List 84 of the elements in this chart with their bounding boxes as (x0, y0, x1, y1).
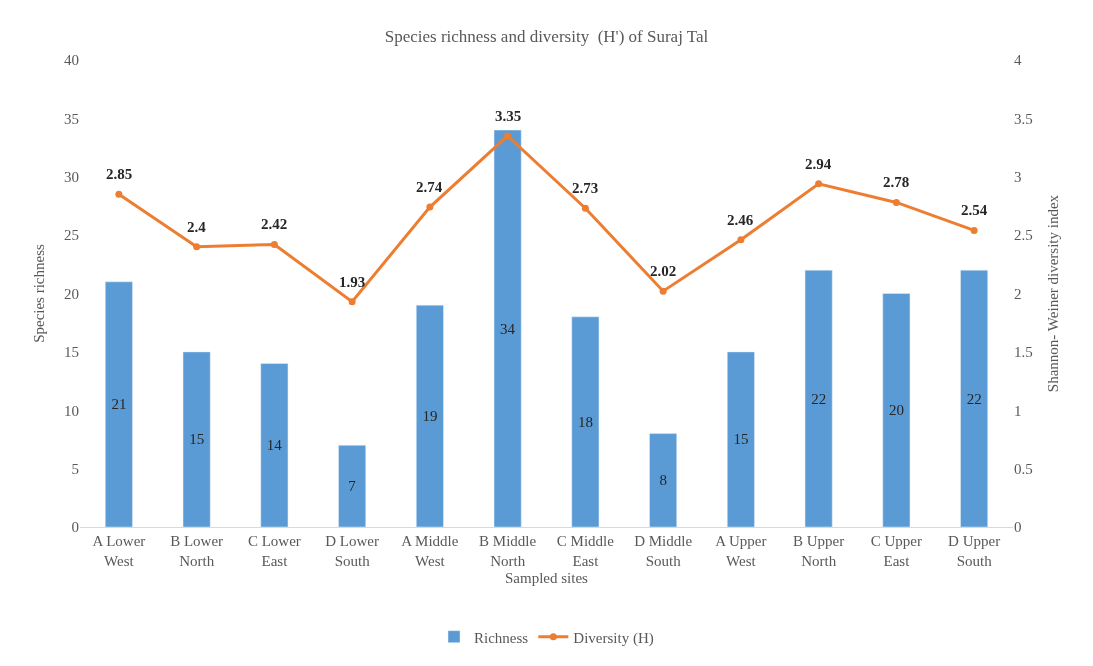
y-tick-label: 0 (71, 519, 79, 536)
data-label: 2.54 (961, 202, 988, 218)
x-tick-label: C Upper East (870, 533, 923, 569)
bar (182, 351, 211, 527)
y-tick-label: 10 (64, 402, 79, 419)
point (348, 298, 356, 306)
x-tick-label: D Lower South (325, 533, 379, 569)
data-label: 19 (422, 408, 438, 425)
data-label: 7 (348, 478, 357, 495)
legend-label: Richness (474, 629, 529, 646)
y-tick-label: 5 (71, 460, 79, 477)
point (659, 287, 667, 295)
point (737, 236, 745, 244)
point (115, 190, 123, 198)
bar (338, 445, 366, 527)
bar (882, 293, 911, 527)
data-label: 3.35 (495, 108, 522, 124)
x-tick-label: A Middle West (401, 533, 459, 569)
data-label: 2.42 (261, 216, 288, 232)
data-label: 2.74 (416, 179, 443, 195)
point (970, 226, 978, 234)
data-label: 20 (888, 402, 904, 419)
y-tick-label: 35 (64, 110, 79, 127)
bar (105, 281, 133, 527)
bar (804, 269, 833, 527)
data-label: 2.85 (106, 166, 133, 182)
y2-tick-label: 2.5 (1014, 227, 1033, 244)
data-label: 15 (189, 431, 205, 448)
data-label: 2.46 (727, 212, 754, 228)
data-label: 2.94 (805, 156, 832, 172)
data-label: 1.93 (339, 274, 366, 290)
x-tick-label: A Lower West (92, 533, 146, 569)
x-tick-label: B Upper North (793, 533, 845, 569)
y2-tick-label: 0.5 (1014, 460, 1033, 477)
x-axis-title: Sampled sites (505, 569, 589, 586)
bar (416, 304, 444, 527)
bar (649, 433, 677, 527)
legend-label: Diversity (H) (573, 629, 654, 647)
y-tick-label: 25 (64, 227, 79, 244)
y-tick-label: 30 (64, 169, 79, 185)
y-tick-label: 15 (64, 344, 79, 361)
x-tick-label: B Middle North (479, 533, 537, 569)
y2-tick-label: 0 (1014, 519, 1022, 536)
y-tick-label: 20 (64, 285, 79, 302)
data-label: 34 (499, 320, 516, 337)
point (892, 198, 900, 206)
point (426, 203, 434, 211)
point (581, 204, 589, 212)
data-label: 2.4 (187, 219, 207, 235)
data-label: 2.02 (650, 263, 677, 279)
x-tick-label: B Lower North (170, 533, 224, 569)
y2-tick-label: 1 (1014, 402, 1022, 419)
data-label: 22 (966, 390, 982, 407)
y2-tick-label: 4 (1014, 52, 1022, 69)
bar (571, 316, 600, 527)
point (504, 132, 512, 140)
data-label: 2.73 (572, 180, 599, 196)
y2-tick-label: 3.5 (1014, 110, 1033, 127)
y-tick-label: 40 (64, 52, 79, 69)
y2-axis-title: Shannon- Weiner diversity index (1044, 194, 1061, 393)
bar (260, 363, 289, 527)
x-tick-label: C Lower East (247, 533, 301, 569)
x-tick-label: D Middle South (634, 533, 693, 569)
x-tick-label: D Upper South (948, 533, 1001, 569)
bar (960, 269, 988, 527)
data-label: 2.78 (883, 174, 910, 190)
point (270, 240, 278, 248)
bar (727, 351, 755, 527)
point (815, 180, 823, 188)
data-label: 22 (811, 390, 827, 407)
chart-title: Species richness and diversity (H') of Suraj Tal (384, 26, 709, 46)
y2-tick-label: 2 (1014, 285, 1022, 302)
x-tick-label: C Middle East (556, 533, 615, 569)
data-label: 18 (577, 413, 593, 430)
point (193, 243, 201, 251)
data-label: 8 (659, 472, 667, 489)
data-label: 15 (733, 431, 749, 448)
data-label: 14 (266, 437, 283, 454)
x-tick-label: A Upper West (715, 533, 767, 569)
y-axis-title: Species richness (31, 243, 48, 343)
bar (493, 129, 522, 527)
data-label: 21 (111, 396, 127, 413)
y2-tick-label: 3 (1014, 169, 1022, 185)
y2-tick-label: 1.5 (1014, 344, 1033, 361)
